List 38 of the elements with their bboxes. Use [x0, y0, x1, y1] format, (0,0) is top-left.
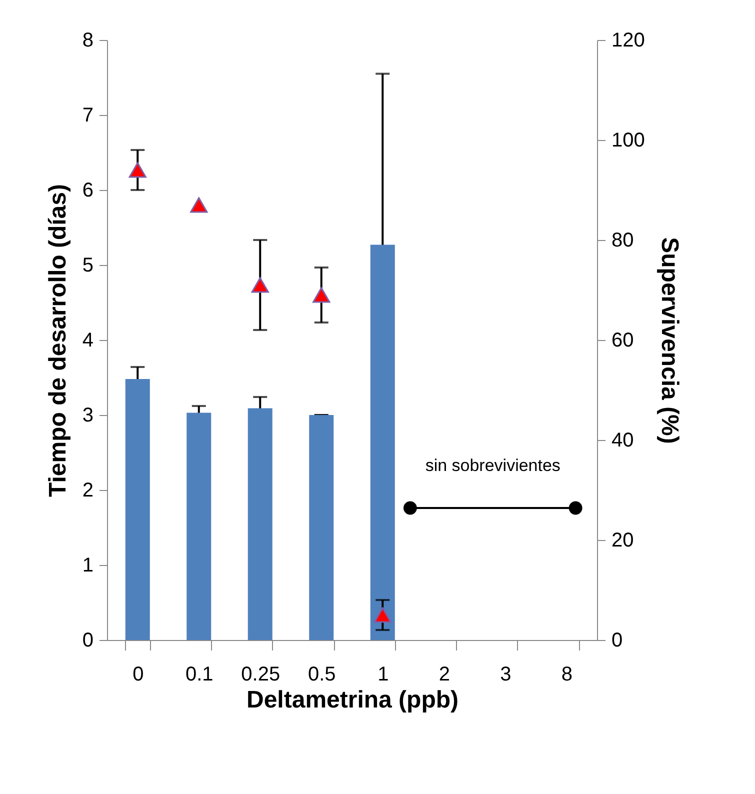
point	[374, 607, 392, 623]
x-tick-label: 1	[378, 664, 389, 686]
point	[190, 197, 208, 213]
y2-tick-label: 20	[612, 530, 634, 552]
x-tick-label: 0.25	[241, 664, 280, 686]
y-tick-label: 4	[82, 330, 94, 352]
y-tick-label: 6	[82, 180, 94, 202]
y2-tick-label: 40	[612, 430, 634, 452]
y-tick-label: 7	[82, 104, 94, 126]
x-axis-title: Deltametrina (ppb)	[246, 686, 459, 714]
y-tick-label: 2	[82, 480, 94, 502]
y2-tick-label: 60	[612, 330, 634, 352]
bar	[186, 412, 212, 640]
bar	[370, 244, 395, 640]
x-tick-label: 3	[500, 664, 512, 686]
bar	[125, 379, 150, 640]
y-tick-label: 5	[82, 254, 94, 276]
point	[128, 162, 146, 178]
y-tick-label: 0	[82, 630, 94, 652]
y-tick-label: 3	[82, 404, 94, 426]
annotation: sin sobrevivientes	[425, 456, 560, 475]
y2-tick-label: 80	[612, 230, 634, 252]
y2-tick-label: 0	[612, 630, 623, 652]
point	[251, 277, 269, 293]
bar	[248, 408, 272, 640]
point	[312, 287, 330, 303]
y2-axis-title: Supervivencia (%)	[656, 237, 683, 444]
y2-tick-label: 120	[612, 30, 645, 52]
y-axis-title: Tiempo de desarrollo (días)	[44, 184, 72, 497]
y2-tick-label: 100	[612, 130, 645, 152]
y-tick-label: 8	[82, 30, 94, 52]
y-tick-label: 1	[82, 554, 94, 576]
bar	[309, 415, 334, 640]
x-tick-label: 0.1	[185, 664, 214, 686]
x-tick-label: 2	[438, 664, 450, 686]
x-tick-label: 8	[561, 664, 572, 686]
x-tick-label: 0	[132, 664, 144, 686]
x-tick-label: 0.5	[308, 664, 336, 686]
